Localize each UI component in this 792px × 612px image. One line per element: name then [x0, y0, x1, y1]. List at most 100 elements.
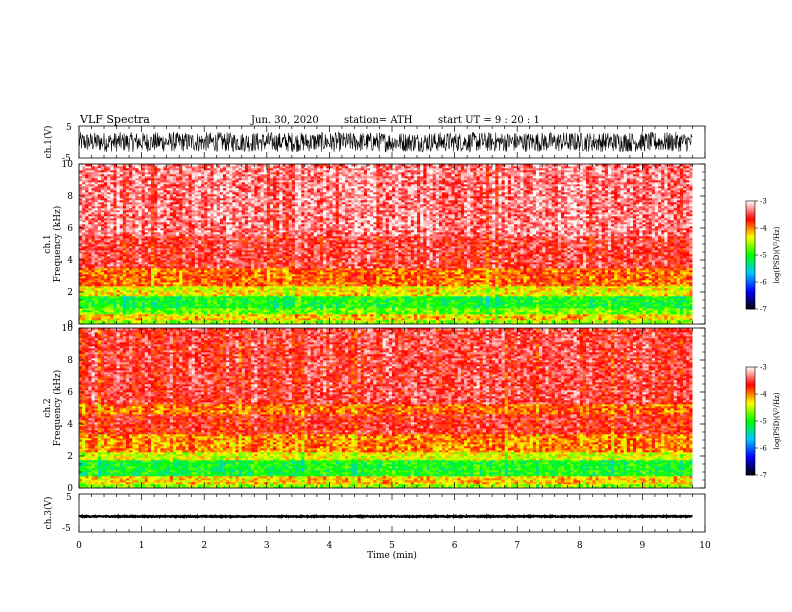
- spectrogram-cell: [226, 290, 229, 292]
- spectrogram-cell: [630, 288, 633, 290]
- spectrogram-cell: [455, 318, 458, 320]
- spectrogram-cell: [276, 296, 279, 298]
- spectrogram-cell: [498, 318, 501, 320]
- spectrogram-cell: [173, 304, 176, 306]
- spectrogram-cell: [392, 310, 395, 312]
- spectrogram-cell: [342, 276, 345, 278]
- spectrogram-cell: [232, 284, 235, 286]
- spectrogram-cell: [467, 280, 470, 282]
- spectrogram-cell: [414, 280, 417, 282]
- spectrogram-cell: [257, 318, 260, 320]
- station-label: station= ATH: [344, 115, 413, 126]
- spectrogram-cell: [505, 316, 508, 318]
- spectrogram-cell: [104, 278, 107, 280]
- spectrogram-cell: [667, 284, 670, 286]
- spectrogram-cell: [361, 276, 364, 278]
- spectrogram-cell: [508, 294, 511, 296]
- spectrogram-cell: [314, 310, 317, 312]
- spectrogram-cell: [342, 292, 345, 294]
- spectrogram-cell: [477, 316, 480, 318]
- spectrogram-cell: [505, 318, 508, 320]
- spectrogram-cell: [376, 280, 379, 282]
- spectrogram-cell: [182, 308, 185, 310]
- spectrogram-cell: [314, 298, 317, 300]
- spectrogram-cell: [179, 298, 182, 300]
- spectrogram-cell: [251, 276, 254, 278]
- spectrogram-cell: [426, 280, 429, 282]
- spectrogram-cell: [85, 300, 88, 302]
- spectrogram-cell: [304, 292, 307, 294]
- spectrogram-cell: [373, 314, 376, 316]
- spectrogram-cell: [189, 276, 192, 278]
- spectrogram-cell: [358, 304, 361, 306]
- spectrogram-cell: [201, 312, 204, 314]
- spectrogram-cell: [367, 292, 370, 294]
- spectrogram-cell: [242, 302, 245, 304]
- spectrogram-cell: [267, 312, 270, 314]
- spectrogram-cell: [270, 314, 273, 316]
- spectrogram-cell: [555, 310, 558, 312]
- spectrogram-cell: [301, 314, 304, 316]
- spectrogram-cell: [95, 312, 98, 314]
- spectrogram-cell: [549, 286, 552, 288]
- spectrogram-cell: [135, 298, 138, 300]
- spectrogram-cell: [333, 320, 336, 322]
- spectrogram-cell: [470, 298, 473, 300]
- spectrogram-cell: [148, 276, 151, 278]
- spectrogram-cell: [282, 288, 285, 290]
- spectrogram-cell: [304, 290, 307, 292]
- spectrogram-cell: [264, 278, 267, 280]
- spectrogram-cell: [480, 274, 483, 276]
- spectrogram-cell: [636, 310, 639, 312]
- spectrogram-cell: [580, 292, 583, 294]
- spectrogram-cell: [461, 318, 464, 320]
- spectrogram-cell: [242, 276, 245, 278]
- spectrogram-cell: [182, 276, 185, 278]
- spectrogram-cell: [282, 304, 285, 306]
- spectrogram-cell: [677, 312, 680, 314]
- spectrogram-cell: [182, 298, 185, 300]
- spectrogram-cell: [552, 312, 555, 314]
- spectrogram-cell: [549, 290, 552, 292]
- spectrogram-cell: [689, 304, 692, 306]
- spectrogram-cell: [242, 310, 245, 312]
- spectrogram-cell: [160, 300, 163, 302]
- spectrogram-cell: [264, 290, 267, 292]
- spectrogram-cell: [683, 304, 686, 306]
- spectrogram-cell: [574, 306, 577, 308]
- spectrogram-cell: [101, 308, 104, 310]
- spectrogram-cell: [82, 294, 85, 296]
- spectrogram-cell: [245, 282, 248, 284]
- spectrogram-cell: [160, 296, 163, 298]
- spectrogram-cell: [620, 280, 623, 282]
- spectrogram-cell: [539, 310, 542, 312]
- spectrogram-cell: [151, 282, 154, 284]
- spectrogram-cell: [599, 292, 602, 294]
- spectrogram-cell: [126, 286, 129, 288]
- spectrogram-cell: [236, 276, 239, 278]
- spectrogram-cell: [364, 314, 367, 316]
- spectrogram-cell: [430, 290, 433, 292]
- spectrogram-cell: [523, 314, 526, 316]
- spectrogram-cell: [110, 290, 113, 292]
- spectrogram-cell: [489, 284, 492, 286]
- spectrogram-cell: [189, 282, 192, 284]
- spectrogram-cell: [667, 300, 670, 302]
- spectrogram-cell: [542, 288, 545, 290]
- spectrogram-cell: [261, 316, 264, 318]
- spectrogram-cell: [430, 308, 433, 310]
- spectrogram-cell: [498, 298, 501, 300]
- spectrogram-cell: [561, 304, 564, 306]
- spectrogram-cell: [261, 318, 264, 320]
- spectrogram-cell: [173, 286, 176, 288]
- spectrogram-cell: [170, 284, 173, 286]
- spectrogram-cell: [276, 298, 279, 300]
- spectrogram-cell: [351, 310, 354, 312]
- spectrogram-cell: [185, 306, 188, 308]
- spectrogram-cell: [405, 286, 408, 288]
- spectrogram-cell: [85, 276, 88, 278]
- spectrogram-cell: [311, 306, 314, 308]
- spectrogram-cell: [92, 318, 95, 320]
- spectrogram-cell: [661, 290, 664, 292]
- spectrogram-cell: [145, 314, 148, 316]
